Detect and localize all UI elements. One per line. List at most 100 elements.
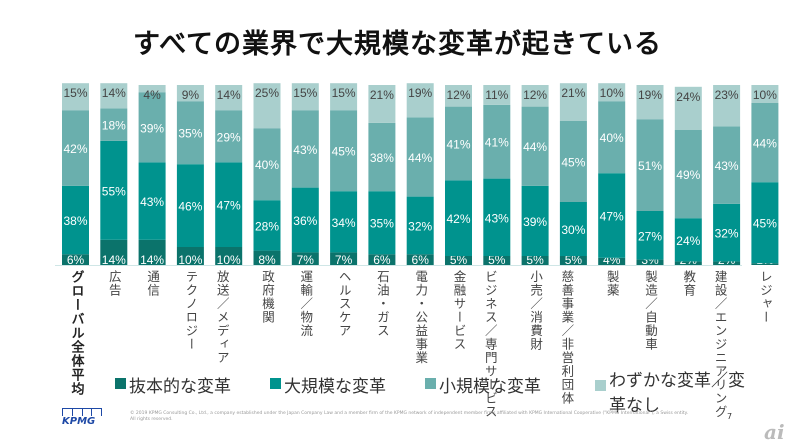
- category-label: 小売／消費財: [528, 270, 544, 351]
- data-label: 15%: [63, 86, 87, 100]
- data-label: 44%: [523, 140, 547, 154]
- category-label: 電力・公益事業: [413, 270, 429, 365]
- data-label: 30%: [561, 223, 585, 237]
- bar-segment: [598, 83, 626, 102]
- data-label: 42%: [63, 142, 87, 156]
- bar-segment: [521, 85, 549, 107]
- data-label: 6%: [412, 253, 430, 267]
- bar-segment: [636, 85, 664, 120]
- category-label: 広告: [106, 270, 122, 297]
- data-label: 6%: [67, 253, 85, 267]
- category-label: テクノロジー: [183, 270, 199, 351]
- bar-segment: [636, 211, 664, 260]
- bar-segment: [713, 85, 741, 127]
- data-label: 49%: [676, 168, 700, 182]
- bar-segment: [138, 162, 166, 240]
- bar-segment: [406, 117, 434, 197]
- data-label: 5%: [526, 253, 544, 267]
- data-label: 43%: [485, 211, 509, 225]
- data-label: 12%: [523, 88, 547, 102]
- bar-segment: [559, 256, 587, 265]
- legend-item: 小規模な変革: [425, 372, 541, 397]
- data-label: 43%: [140, 195, 164, 209]
- bar-segment: [636, 259, 664, 265]
- bar-segment: [674, 261, 702, 265]
- bar-segment: [330, 252, 358, 265]
- bar-segment: [368, 254, 396, 265]
- slide-title: すべての業界で大規模な変革が起きている: [132, 29, 663, 60]
- bar-segment: [674, 86, 702, 130]
- legend-swatch: [270, 378, 281, 389]
- category-label: 慈善事業／非営利団体: [559, 270, 575, 405]
- bar-segment: [138, 92, 166, 163]
- data-label: 39%: [523, 215, 547, 229]
- data-label: 38%: [370, 151, 394, 165]
- data-label: 45%: [753, 217, 777, 231]
- bar-segment: [176, 85, 204, 102]
- bar-segment: [330, 83, 358, 111]
- legend-label: 小規模な変革: [439, 377, 541, 397]
- bar-segment: [253, 128, 281, 201]
- bar-segment: [291, 252, 319, 265]
- data-label: 41%: [446, 138, 470, 152]
- legend-label: わずかな変革／変革なし: [609, 371, 745, 416]
- data-label: 45%: [332, 145, 356, 159]
- data-label: 12%: [446, 88, 470, 102]
- bar-segment: [751, 263, 779, 265]
- data-label: 51%: [638, 159, 662, 173]
- data-label: 29%: [217, 130, 241, 144]
- bar-segment: [674, 218, 702, 262]
- bar-segment: [521, 256, 549, 265]
- data-label: 47%: [600, 210, 624, 224]
- data-label: 24%: [676, 234, 700, 248]
- data-label: 28%: [255, 219, 279, 233]
- bar-segment: [330, 110, 358, 192]
- bar-segment: [215, 85, 243, 111]
- data-label: 9%: [182, 88, 200, 102]
- bar-segment: [674, 130, 702, 219]
- data-label: 43%: [293, 143, 317, 157]
- data-label: 35%: [178, 127, 202, 141]
- bar-segment: [483, 104, 511, 179]
- bar-segment: [445, 256, 472, 265]
- data-label: 45%: [561, 156, 585, 170]
- bar-segment: [368, 85, 396, 123]
- category-label: ヘルスケア: [336, 270, 352, 338]
- bar-segment: [291, 187, 319, 253]
- category-label: 石油・ガス: [374, 270, 390, 338]
- data-label: 41%: [485, 136, 509, 150]
- bar-segment: [445, 180, 472, 256]
- data-label: 55%: [102, 184, 126, 198]
- data-label: 10%: [217, 253, 241, 267]
- bar-segment: [253, 200, 281, 251]
- data-label: 4%: [143, 88, 161, 102]
- bar-segment: [330, 191, 358, 253]
- legend-swatch: [425, 378, 436, 389]
- bar-segment: [483, 178, 511, 256]
- bar-segment: [445, 85, 472, 107]
- legend-item: 大規模な変革: [270, 372, 386, 397]
- legend-label: 抜本的な変革: [129, 377, 231, 397]
- category-label: 通信: [145, 270, 161, 297]
- category-label: 製薬: [604, 270, 620, 297]
- data-label: 14%: [102, 86, 126, 100]
- legend-item: わずかな変革／変革なし: [595, 366, 745, 416]
- bar-segment: [751, 85, 779, 103]
- legend-swatch: [115, 378, 126, 389]
- legend-item: 抜本的な変革: [115, 372, 231, 397]
- category-label: ビジネス／専門サービス: [482, 270, 498, 419]
- data-label: 27%: [638, 229, 662, 243]
- data-label: 15%: [293, 86, 317, 100]
- bar-segment: [368, 122, 396, 192]
- data-label: 14%: [140, 253, 164, 267]
- watermark-logo: ai: [764, 420, 785, 444]
- data-label: 38%: [63, 214, 87, 228]
- data-label: 8%: [258, 253, 276, 267]
- category-label: 教育: [681, 270, 697, 297]
- bar-segment: [406, 254, 434, 265]
- data-label: 5%: [450, 253, 468, 267]
- data-label: 46%: [178, 200, 202, 214]
- category-label: 金融サービス: [451, 270, 467, 351]
